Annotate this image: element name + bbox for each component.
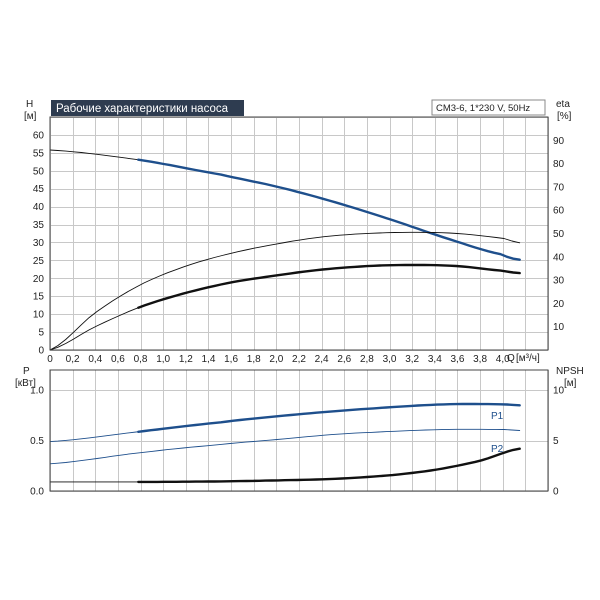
q-axis-label: Q: [507, 353, 515, 364]
h-axis-unit: [м]: [24, 111, 37, 122]
q-tick-label: 4,0: [496, 354, 510, 365]
q-tick-label: 2,6: [337, 354, 351, 365]
bottom-panel-frame: [49, 369, 549, 492]
power-npsh-series-0: [49, 403, 521, 443]
h-tick-label: 60: [33, 130, 45, 141]
eta-tick-label: 90: [553, 136, 565, 147]
curves: [49, 149, 521, 484]
h-tick-label: 55: [33, 148, 45, 159]
eta-tick-label: 40: [553, 252, 565, 263]
tick-labels: 0510152025303540455055601020304050607080…: [30, 130, 564, 497]
q-tick-label: 1,2: [179, 354, 193, 365]
eta-tick-label: 50: [553, 229, 565, 240]
q-tick-label: 2,0: [269, 354, 283, 365]
npsh-axis-label: NPSH: [556, 366, 584, 377]
eta-tick-label: 10: [553, 322, 565, 333]
h-axis-label: H: [26, 99, 33, 110]
h-tick-label: 45: [33, 184, 45, 195]
chart-title: Рабочие характеристики насоса: [56, 103, 229, 115]
eta-tick-label: 80: [553, 159, 565, 170]
q-tick-label: 3,4: [428, 354, 442, 365]
q-tick-label: 0,2: [66, 354, 80, 365]
npsh-tick-label: 10: [553, 386, 565, 397]
h-tick-label: 5: [38, 328, 44, 339]
q-tick-label: 1,8: [247, 354, 261, 365]
q-tick-label: 0,8: [134, 354, 148, 365]
q-tick-label: 2,8: [360, 354, 374, 365]
q-tick-label: 3,2: [405, 354, 419, 365]
q-tick-label: 1,6: [224, 354, 238, 365]
npsh-axis-unit: [м]: [564, 378, 577, 389]
q-tick-label: 0: [47, 354, 53, 365]
q-tick-label: 3,6: [451, 354, 465, 365]
eta-tick-label: 60: [553, 206, 565, 217]
head-efficiency-series-3: [49, 264, 521, 351]
eta-tick-label: 70: [553, 182, 565, 193]
q-tick-label: 0,4: [88, 354, 102, 365]
q-tick-label: 3,8: [473, 354, 487, 365]
head-efficiency-series-0: [49, 149, 521, 261]
bottom-panel-grid: [50, 370, 549, 492]
eta-tick-label: 20: [553, 299, 565, 310]
h-tick-label: 40: [33, 202, 45, 213]
q-tick-label: 0,6: [111, 354, 125, 365]
power-npsh-series-4: [137, 447, 521, 484]
h-tick-label: 15: [33, 292, 45, 303]
p-axis-label: P: [23, 366, 30, 377]
q-axis-unit: [м³/ч]: [516, 353, 540, 364]
h-tick-label: 35: [33, 220, 45, 231]
eta-axis-unit: [%]: [557, 111, 572, 122]
q-tick-label: 2,2: [292, 354, 306, 365]
model-label: CM3-6, 1*230 V, 50Hz: [436, 103, 530, 114]
h-tick-label: 10: [33, 310, 45, 321]
eta-axis-label: eta: [556, 99, 570, 110]
p-tick-label: 0.5: [30, 436, 44, 447]
p2-label: P2: [491, 444, 504, 455]
q-tick-label: 2,4: [315, 354, 329, 365]
title-box: [51, 100, 244, 116]
p-axis-unit: [кВт]: [15, 378, 36, 389]
q-tick-label: 3,0: [383, 354, 397, 365]
power-npsh-series-2: [49, 428, 521, 465]
model-box: [431, 99, 546, 116]
h-tick-label: 20: [33, 274, 45, 285]
p-tick-label: 1.0: [30, 386, 44, 397]
head-efficiency-series-4: [137, 263, 521, 309]
h-tick-label: 30: [33, 238, 45, 249]
npsh-tick-label: 0: [553, 487, 559, 498]
eta-tick-label: 30: [553, 276, 565, 287]
power-npsh-series-1: [137, 402, 521, 433]
head-efficiency-series-2: [49, 231, 521, 351]
q-tick-label: 1,4: [202, 354, 216, 365]
h-tick-label: 25: [33, 256, 45, 267]
q-tick-label: 1,0: [156, 354, 170, 365]
p-tick-label: 0.0: [30, 487, 44, 498]
npsh-tick-label: 5: [553, 436, 559, 447]
head-efficiency-series-1: [137, 158, 521, 261]
top-panel-grid: [50, 117, 549, 351]
top-panel-frame: [49, 116, 549, 351]
h-tick-label: 0: [38, 346, 44, 357]
h-tick-label: 50: [33, 166, 45, 177]
p1-label: P1: [491, 411, 504, 422]
